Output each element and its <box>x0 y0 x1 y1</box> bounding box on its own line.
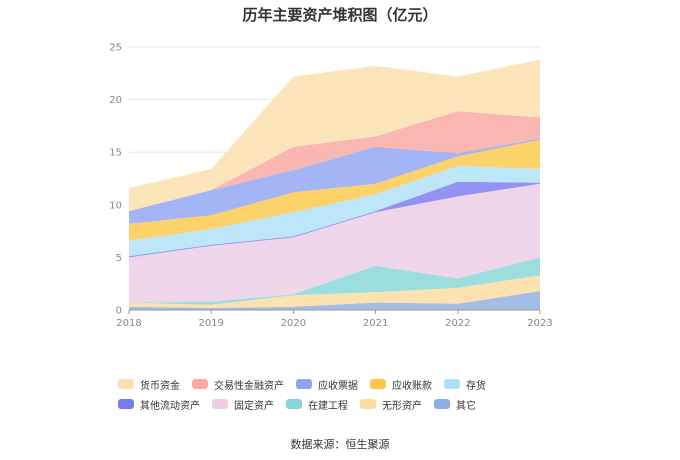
x-tick-label: 2018 <box>116 318 141 329</box>
legend-label: 无形资产 <box>382 400 422 412</box>
x-tick-label: 2020 <box>281 318 306 329</box>
legend-label: 应收账款 <box>392 380 432 392</box>
legend-swatch <box>192 379 208 389</box>
legend-label: 在建工程 <box>308 400 348 412</box>
y-tick-label: 25 <box>109 43 122 54</box>
legend-label: 交易性金融资产 <box>214 380 284 392</box>
legend: 货币资金 交易性金融资产 应收票据 应收账款 存货其他流动资产 固定资产 在建工程 无形资产 其… <box>118 377 578 412</box>
y-tick-label: 10 <box>109 200 122 211</box>
x-tick-label: 2021 <box>363 318 388 329</box>
legend-swatch <box>286 399 302 409</box>
area-series-无形资产 <box>129 275 540 308</box>
legend-swatch <box>434 399 450 409</box>
x-tick-label: 2023 <box>527 318 552 329</box>
legend-label: 应收票据 <box>318 380 358 392</box>
legend-item[interactable]: 应收票据 <box>296 377 358 392</box>
legend-item[interactable]: 货币资金 <box>118 377 180 392</box>
legend-item[interactable]: 无形资产 <box>360 397 422 412</box>
area-series-其他流动资产 <box>129 181 540 258</box>
area-series-货币资金 <box>129 59 540 212</box>
legend-swatch <box>360 399 376 409</box>
x-tick-label: 2022 <box>445 318 470 329</box>
area-series-存货 <box>129 165 540 257</box>
legend-swatch <box>118 399 134 409</box>
legend-item[interactable]: 固定资产 <box>212 397 274 412</box>
axis-layer: 0 5 10 15 20 25 2018 2019 2020 2021 2022 2023 <box>109 43 552 330</box>
legend-label: 其它 <box>456 400 476 412</box>
y-tick-label: 15 <box>109 148 122 159</box>
legend-label: 固定资产 <box>234 400 274 412</box>
legend-swatch <box>370 379 386 389</box>
legend-swatch <box>212 399 228 409</box>
legend-item[interactable]: 应收账款 <box>370 377 432 392</box>
x-tick-label: 2019 <box>198 318 223 329</box>
legend-label: 货币资金 <box>140 380 180 392</box>
legend-item[interactable]: 存货 <box>444 377 486 392</box>
legend-item[interactable]: 其他流动资产 <box>118 397 200 412</box>
legend-label: 其他流动资产 <box>140 400 200 412</box>
y-tick-label: 0 <box>116 306 122 317</box>
y-tick-label: 20 <box>109 95 122 106</box>
legend-swatch <box>296 379 312 389</box>
legend-label: 存货 <box>466 380 486 392</box>
area-layer <box>129 59 540 310</box>
area-series-交易性金融资产 <box>129 111 540 212</box>
chart-title: 历年主要资产堆积图（亿元） <box>242 6 438 24</box>
stacked-area-chart: 0 5 10 15 20 25 2018 2019 2020 2021 2022 2023 <box>109 43 552 330</box>
legend-item[interactable]: 交易性金融资产 <box>192 377 284 392</box>
legend-swatch <box>118 379 134 389</box>
area-series-其它 <box>129 291 540 310</box>
y-tick-label: 5 <box>116 253 122 264</box>
data-source-note: 数据来源：恒生聚源 <box>290 438 390 451</box>
area-series-固定资产 <box>129 183 540 303</box>
legend-item[interactable]: 其它 <box>434 397 476 412</box>
area-series-应收票据 <box>129 138 540 224</box>
area-series-在建工程 <box>129 257 540 305</box>
area-series-应收账款 <box>129 139 540 241</box>
legend-item[interactable]: 在建工程 <box>286 397 348 412</box>
legend-swatch <box>444 379 460 389</box>
